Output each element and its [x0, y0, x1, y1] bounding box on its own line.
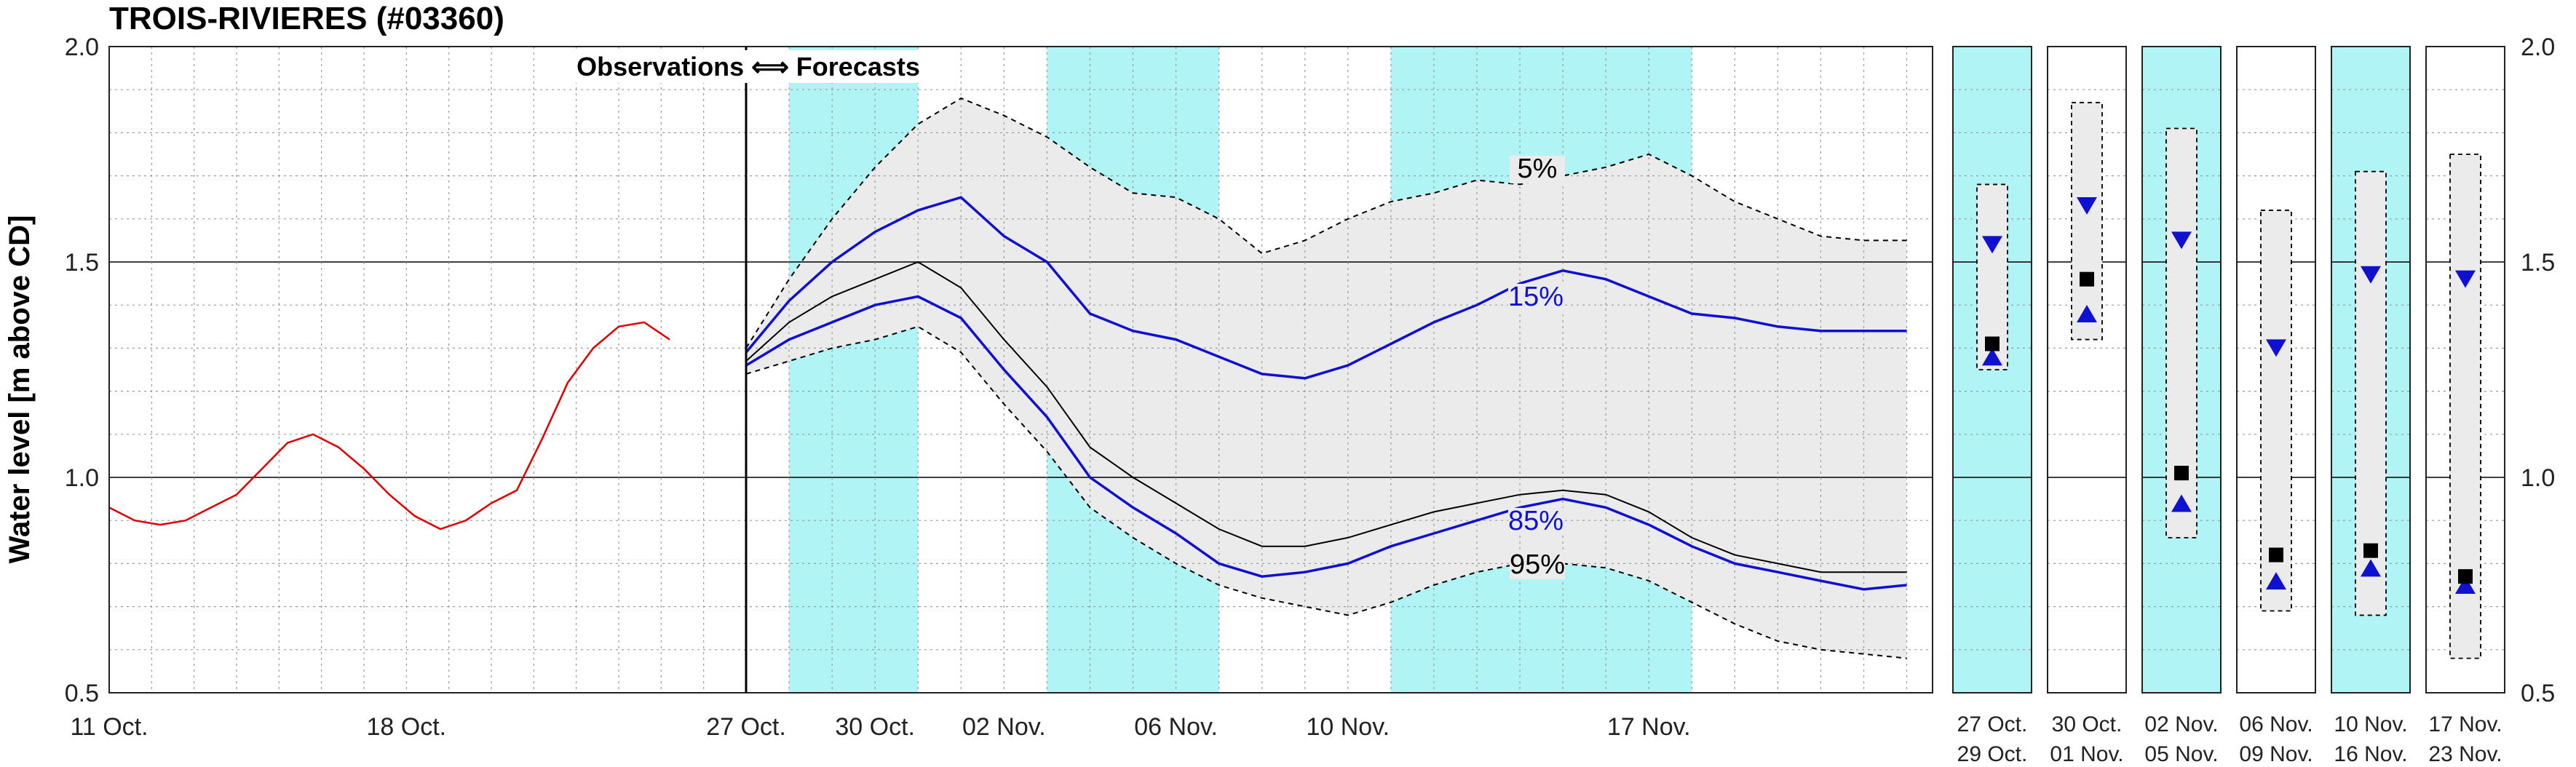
x-tick-label-forecast: 10 Nov.	[1306, 713, 1390, 741]
mean-square-marker	[2269, 547, 2283, 563]
series-line-15pct	[745, 196, 1907, 380]
period-label-start: 10 Nov.	[2334, 712, 2407, 736]
series-label-bg	[1508, 508, 1564, 536]
series-line-85pct	[745, 295, 1907, 591]
observed-line	[108, 321, 670, 530]
period-label-start: 30 Oct.	[2052, 712, 2123, 736]
mean-square-marker	[1985, 336, 2000, 351]
series-label-15pct: 15%	[1508, 282, 1564, 312]
down-triangle-marker	[2455, 270, 2476, 288]
chart-title: TROIS-RIVIERES (#03360)	[109, 1, 504, 36]
y-tick-label-left: 1.5	[65, 249, 99, 277]
down-triangle-marker	[2266, 339, 2286, 357]
period-label-end: 16 Nov.	[2334, 742, 2407, 766]
plot-frame	[108, 46, 1933, 694]
x-tick-label-forecast: 30 Oct.	[835, 713, 915, 741]
period-label-end: 01 Nov.	[2050, 742, 2123, 766]
period-panel: 06 Nov. 09 Nov.	[2236, 46, 2316, 766]
down-triangle-marker	[2361, 266, 2381, 284]
period-label-end: 05 Nov.	[2144, 742, 2218, 766]
series-label-bg	[1510, 156, 1565, 183]
y-tick-label-right: 0.5	[2521, 680, 2555, 707]
y-tick-label-right: 2.0	[2521, 33, 2555, 61]
y-tick-label-left: 2.0	[65, 33, 99, 61]
mean-square-marker	[2458, 569, 2473, 584]
period-panel-frame	[2331, 46, 2411, 694]
period-panel-frame	[1952, 46, 2032, 694]
period-range-box	[2071, 102, 2103, 341]
y-tick-label-right: 1.5	[2521, 249, 2555, 277]
period-label-start: 02 Nov.	[2144, 712, 2218, 736]
up-triangle-marker	[2455, 576, 2476, 594]
period-panel: 02 Nov. 05 Nov.	[2141, 46, 2222, 766]
period-panel-frame	[2425, 46, 2505, 694]
period-panels: 27 Oct. 29 Oct. 30 Oct. 01 Nov. 02 Nov. 05 No…	[1952, 46, 2505, 766]
period-panel: 30 Oct. 01 Nov.	[2047, 46, 2127, 766]
series-line-median	[745, 261, 1907, 573]
x-tick-label-observed: 18 Oct.	[367, 713, 447, 741]
y-tick-label-left: 0.5	[65, 680, 99, 707]
series-label-95pct: 95%	[1510, 549, 1565, 580]
period-label-end: 09 Nov.	[2239, 742, 2313, 766]
period-panel-frame	[2141, 46, 2222, 694]
up-triangle-marker	[2361, 559, 2381, 577]
period-panel: 10 Nov. 16 Nov.	[2331, 46, 2411, 766]
down-triangle-marker	[2171, 231, 2192, 250]
up-triangle-marker	[2266, 572, 2286, 590]
forecast-envelope	[746, 98, 1907, 659]
mean-square-marker	[2363, 543, 2378, 558]
series-line-95pct	[745, 325, 1907, 659]
y-axis-label: Water level [m above CD]	[4, 215, 36, 564]
period-panel: 17 Nov. 23 Nov.	[2425, 46, 2505, 766]
period-range-box	[2355, 170, 2387, 616]
series-label-bg	[1510, 552, 1565, 579]
period-label-end: 23 Nov.	[2428, 742, 2502, 766]
x-tick-label-forecast: 02 Nov.	[962, 713, 1046, 741]
y-tick-label-left: 1.0	[65, 464, 99, 492]
main-plot: 5% 15% 85% 95% 0.5 0.5 1.0 1.0 1.5 1.5 2.0 2.0 11 Oc…	[65, 33, 2556, 741]
grid	[108, 46, 1933, 694]
x-tick-label-forecast: 17 Nov.	[1607, 713, 1691, 741]
period-label-start: 17 Nov.	[2428, 712, 2502, 736]
x-tick-label-forecast: 27 Oct.	[706, 713, 786, 741]
period-panel-frame	[2236, 46, 2316, 694]
annotation-background	[572, 50, 924, 83]
series-label-5pct: 5%	[1518, 154, 1558, 184]
series-label-bg	[1508, 284, 1564, 311]
observations-forecasts-annotation: Observations ⟺ Forecasts	[576, 52, 920, 82]
period-label-start: 27 Oct.	[1957, 712, 2028, 736]
period-label-end: 29 Oct.	[1957, 742, 2028, 766]
period-panel: 27 Oct. 29 Oct.	[1952, 46, 2032, 766]
up-triangle-marker	[2171, 494, 2192, 512]
period-range-box	[2260, 210, 2292, 612]
up-triangle-marker	[2077, 305, 2097, 323]
x-tick-label-observed: 11 Oct.	[70, 713, 148, 741]
series-label-85pct: 85%	[1508, 506, 1564, 536]
period-panel-frame	[2047, 46, 2127, 694]
y-tick-label-right: 1.0	[2521, 464, 2555, 492]
period-label-start: 06 Nov.	[2239, 712, 2313, 736]
up-triangle-marker	[1982, 348, 2002, 366]
down-triangle-marker	[1982, 236, 2002, 254]
mean-square-marker	[2080, 271, 2094, 287]
x-tick-label-forecast: 06 Nov.	[1134, 713, 1218, 741]
mean-square-marker	[2174, 466, 2189, 481]
down-triangle-marker	[2077, 197, 2097, 215]
